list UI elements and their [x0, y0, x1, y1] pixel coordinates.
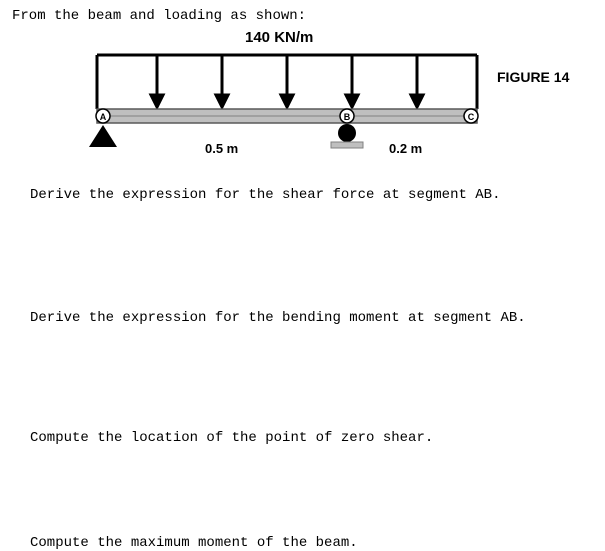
svg-text:C: C	[468, 112, 475, 122]
span-bc-label: 0.2 m	[389, 141, 422, 156]
intro-text: From the beam and loading as shown:	[12, 8, 306, 24]
question-3: Compute the location of the point of zer…	[30, 430, 433, 446]
beam-svg: A B C	[77, 45, 487, 165]
span-ab-label: 0.5 m	[205, 141, 238, 156]
question-4: Compute the maximum moment of the beam.	[30, 535, 358, 551]
question-1: Derive the expression for the shear forc…	[30, 187, 500, 203]
beam-figure: 140 KN/m FIGURE 14 A B	[77, 45, 587, 165]
figure-id: FIGURE 14	[497, 69, 569, 85]
load-label: 140 KN/m	[245, 29, 313, 46]
svg-text:A: A	[100, 112, 107, 122]
svg-text:B: B	[344, 112, 351, 122]
question-2: Derive the expression for the bending mo…	[30, 310, 526, 326]
